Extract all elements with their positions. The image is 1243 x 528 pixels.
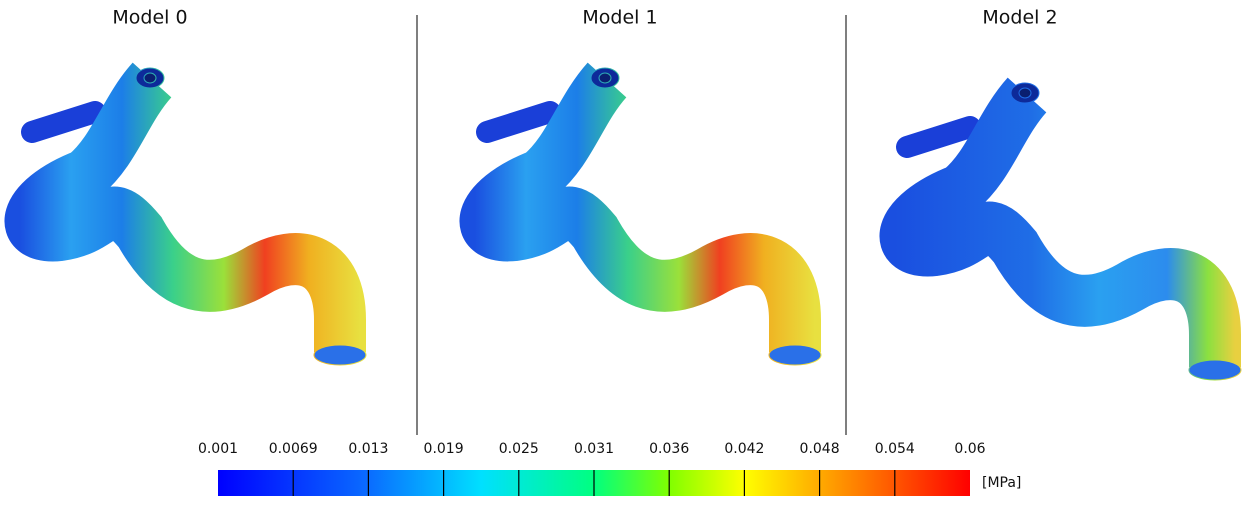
panel-2: Model 2	[905, 7, 1241, 381]
colorbar-tick-label: 0.013	[348, 441, 388, 457]
panel-title: Model 0	[112, 7, 187, 29]
colorbar-tick-label: 0.0069	[269, 441, 318, 457]
colorbar-tick-label: 0.001	[198, 441, 238, 457]
colorbar-unit: [MPa]	[982, 475, 1021, 491]
figure: Model 0 Model 1 Model 2 [MPa] 0.001 0.006…	[0, 0, 1243, 524]
vessel-render	[905, 83, 1241, 380]
colorbar-tick-label: 0.036	[649, 441, 689, 457]
colorbar-tick-label: 0.019	[424, 441, 464, 457]
vessel-render	[30, 68, 366, 365]
panel-0: Model 0	[30, 7, 366, 366]
panel-title: Model 2	[982, 7, 1057, 29]
colorbar-tick-label: 0.042	[724, 441, 764, 457]
vessel-render	[485, 68, 821, 365]
colorbar-tick-label: 0.025	[499, 441, 539, 457]
panel-title: Model 1	[582, 7, 657, 29]
colorbar-tick-label: 0.054	[875, 441, 915, 457]
colorbar-tick-label: 0.048	[800, 441, 840, 457]
colorbar-tick-label: 0.031	[574, 441, 614, 457]
colorbar-tick-label: 0.06	[954, 441, 985, 457]
colorbar: [MPa] 0.001 0.0069 0.013 0.019 0.025 0.031 0.0…	[198, 441, 1021, 496]
panel-1: Model 1	[485, 7, 821, 366]
